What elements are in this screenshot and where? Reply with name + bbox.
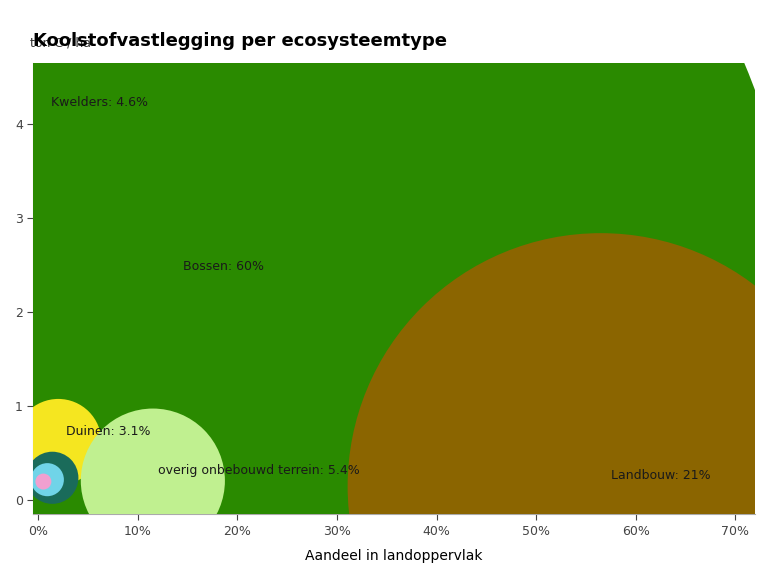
- Text: Kwelders: 4.6%: Kwelders: 4.6%: [52, 96, 149, 109]
- Text: Koolstofvastlegging per ecosysteemtype: Koolstofvastlegging per ecosysteemtype: [33, 32, 447, 50]
- Point: [52, 438, 65, 447]
- Point: [37, 477, 49, 486]
- X-axis label: Aandeel in landoppervlak: Aandeel in landoppervlak: [306, 549, 483, 563]
- Text: Bossen: 60%: Bossen: 60%: [182, 260, 263, 273]
- Point: [122, 317, 134, 327]
- Point: [594, 481, 607, 491]
- Point: [46, 473, 59, 483]
- Text: ton C / ha: ton C / ha: [30, 36, 91, 50]
- Point: [41, 475, 53, 484]
- Point: [42, 110, 55, 120]
- Text: overig onbebouwd terrein: 5.4%: overig onbebouwd terrein: 5.4%: [158, 464, 360, 477]
- Text: Duinen: 3.1%: Duinen: 3.1%: [66, 425, 151, 438]
- Point: [147, 476, 159, 486]
- Text: Landbouw: 21%: Landbouw: 21%: [611, 469, 710, 481]
